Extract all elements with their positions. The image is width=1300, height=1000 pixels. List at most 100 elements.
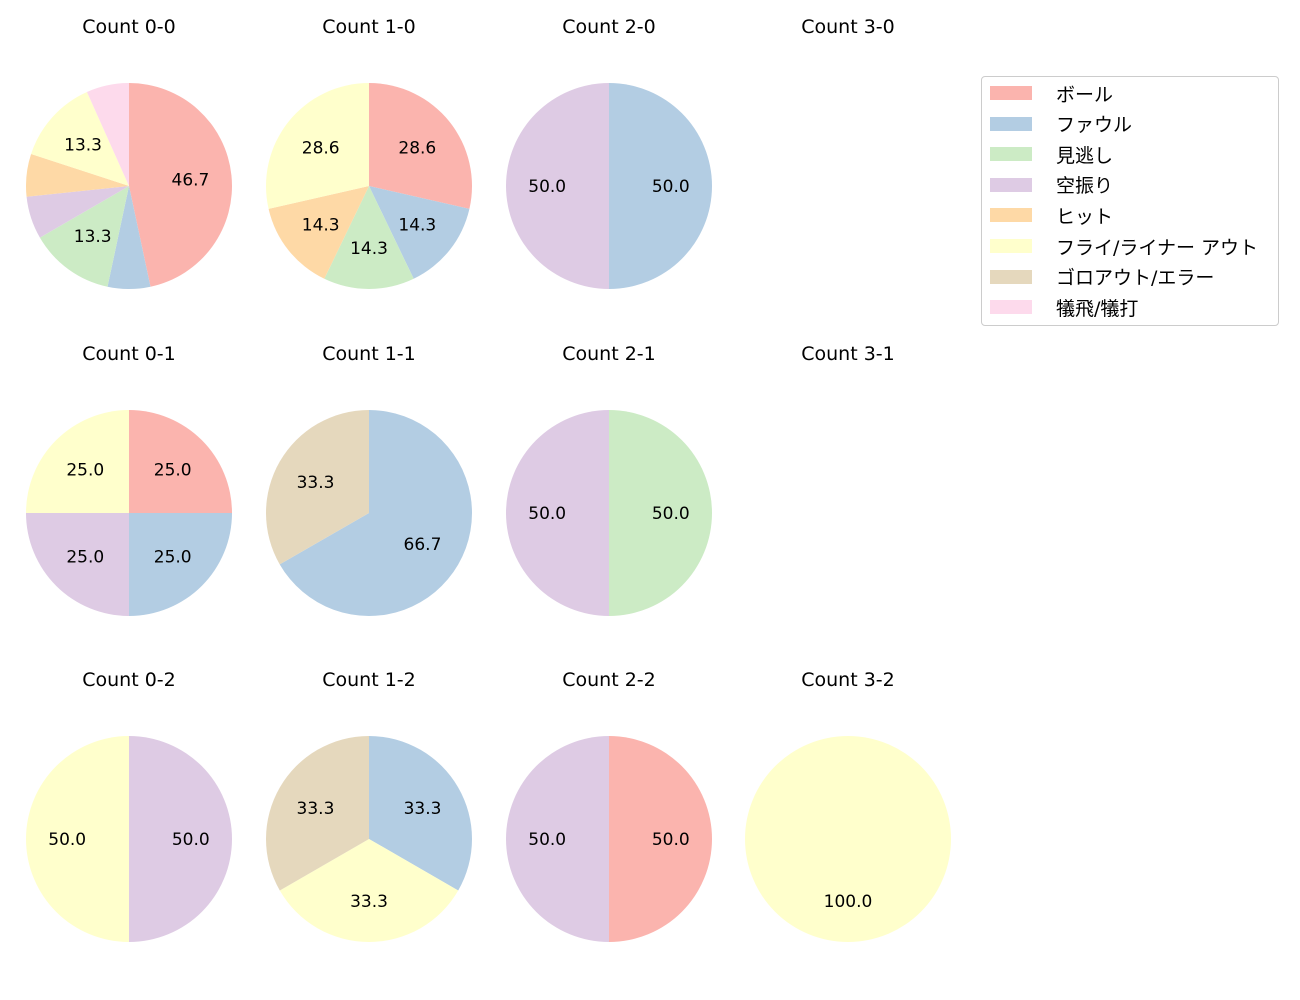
pie: 50.0 50.0 [506, 83, 712, 289]
subplot-title: Count 1-1 [322, 343, 416, 365]
subplot-count-2-2: Count 2-2 50.0 50.0 [489, 653, 729, 973]
slice-label: 46.7 [172, 171, 210, 191]
pie-slice [26, 513, 129, 616]
subplot-title: Count 2-1 [562, 343, 656, 365]
slice-label: 14.3 [398, 216, 436, 236]
pie-slice [39, 186, 129, 287]
subplot-title: Count 1-2 [322, 669, 416, 691]
slice-label: 66.7 [404, 535, 442, 555]
pie-slice [609, 83, 712, 289]
subplot-count-0-0: Count 0-0 46.7 13.3 13.3 [9, 0, 249, 320]
subplot-title: Count 0-0 [82, 16, 176, 38]
pie-slice [369, 83, 472, 209]
legend-item: ゴロアウト/エラー [990, 265, 1214, 289]
pie: 25.0 25.0 25.0 25.0 [26, 410, 232, 616]
legend-swatch [990, 116, 1032, 131]
slice-label: 33.3 [297, 799, 335, 819]
pie: 50.0 50.0 [506, 410, 712, 616]
subplot-title: Count 2-2 [562, 669, 656, 691]
pie-slice [86, 83, 129, 186]
slice-label: 33.3 [350, 892, 388, 912]
legend: ボール ファウル 見逃し 空振り ヒット フライ/ライナー アウト ゴロアウト/エラー 犠飛/… [981, 76, 1279, 326]
pie: 46.7 13.3 13.3 [26, 83, 232, 289]
pie-slice [369, 186, 470, 279]
legend-swatch [990, 147, 1032, 162]
legend-swatch [990, 208, 1032, 223]
pie-slice [279, 839, 459, 942]
slice-label: 25.0 [154, 460, 192, 480]
slice-label: 50.0 [528, 830, 566, 850]
subplot-title: Count 3-2 [801, 669, 895, 691]
pie-slice [26, 186, 130, 238]
legend-item: 見逃し [990, 142, 1113, 167]
pie-slice [107, 186, 151, 289]
pie: 33.3 33.3 33.3 [266, 736, 472, 942]
subplot-title: Count 3-1 [801, 343, 895, 365]
subplot-count-3-1: Count 3-1 [728, 327, 968, 647]
slice-label: 50.0 [528, 177, 566, 197]
pie [728, 327, 968, 647]
slice-label: 33.3 [297, 473, 335, 493]
legend-label: ヒット [1056, 205, 1114, 228]
subplot-count-3-2: Count 3-2 100.0 [728, 653, 968, 973]
pie: 100.0 [745, 736, 951, 942]
legend-label: ボール [1056, 83, 1114, 106]
pie-slice [506, 736, 609, 942]
pie: 28.6 14.3 14.3 14.3 28.6 [266, 83, 472, 289]
pie-slice [369, 736, 472, 891]
pie-slice [129, 410, 232, 513]
pie-slice [324, 186, 414, 289]
pie: 66.7 33.3 [266, 410, 472, 616]
slice-label: 50.0 [528, 504, 566, 524]
subplot-count-3-0: Count 3-0 [728, 0, 968, 320]
legend-label: ファウル [1056, 114, 1133, 137]
pie-slice [268, 186, 369, 279]
pie-slice [31, 91, 129, 186]
subplot-title: Count 3-0 [801, 16, 895, 38]
subplot-count-0-1: Count 0-1 25.0 25.0 25.0 25.0 [9, 327, 249, 647]
legend-swatch [990, 86, 1032, 100]
subplot-title: Count 0-2 [82, 669, 176, 691]
subplot-count-1-0: Count 1-0 28.6 14.3 14.3 14.3 28.6 [249, 0, 489, 320]
subplot-count-1-1: Count 1-1 66.7 33.3 [249, 327, 489, 647]
pie-slice [266, 410, 369, 565]
slice-label: 100.0 [824, 892, 873, 912]
slice-label: 25.0 [154, 548, 192, 568]
slice-label: 13.3 [64, 136, 102, 156]
slice-label: 14.3 [350, 239, 388, 259]
slice-label: 50.0 [48, 830, 86, 850]
slice-label: 50.0 [652, 830, 690, 850]
pie-slice [279, 410, 472, 616]
slice-label: 25.0 [66, 548, 104, 568]
pie-slice [506, 410, 609, 616]
slice-label: 28.6 [302, 138, 340, 158]
legend-item: ファウル [990, 112, 1132, 136]
slice-label: 50.0 [172, 830, 210, 850]
subplot-title: Count 2-0 [562, 16, 656, 38]
legend-item: 犠飛/犠打 [990, 295, 1138, 320]
pie [728, 0, 968, 320]
legend-swatch [990, 239, 1032, 253]
slice-label: 13.3 [74, 227, 112, 247]
pie-slice [506, 83, 609, 289]
pie-slice [26, 154, 129, 197]
subplot-title: Count 0-1 [82, 343, 176, 365]
slice-label: 25.0 [66, 460, 104, 480]
subplot-count-2-1: Count 2-1 50.0 50.0 [489, 327, 729, 647]
pie-slice [609, 410, 712, 616]
legend-swatch [990, 177, 1032, 192]
subplot-count-2-0: Count 2-0 50.0 50.0 [489, 0, 729, 320]
slice-label: 50.0 [652, 504, 690, 524]
slice-label: 14.3 [302, 216, 340, 236]
legend-swatch [990, 300, 1032, 315]
pie: 50.0 50.0 [506, 736, 712, 942]
subplot-count-0-2: Count 0-2 50.0 50.0 [9, 653, 249, 973]
legend-label: 空振り [1056, 175, 1114, 198]
legend-item: 空振り [990, 173, 1113, 197]
pie-slice [129, 736, 232, 942]
legend-item: ボール [990, 81, 1114, 106]
pie: 50.0 50.0 [26, 736, 232, 942]
slice-label: 50.0 [652, 177, 690, 197]
pie-slice [26, 410, 129, 513]
pie-slice [129, 83, 232, 287]
